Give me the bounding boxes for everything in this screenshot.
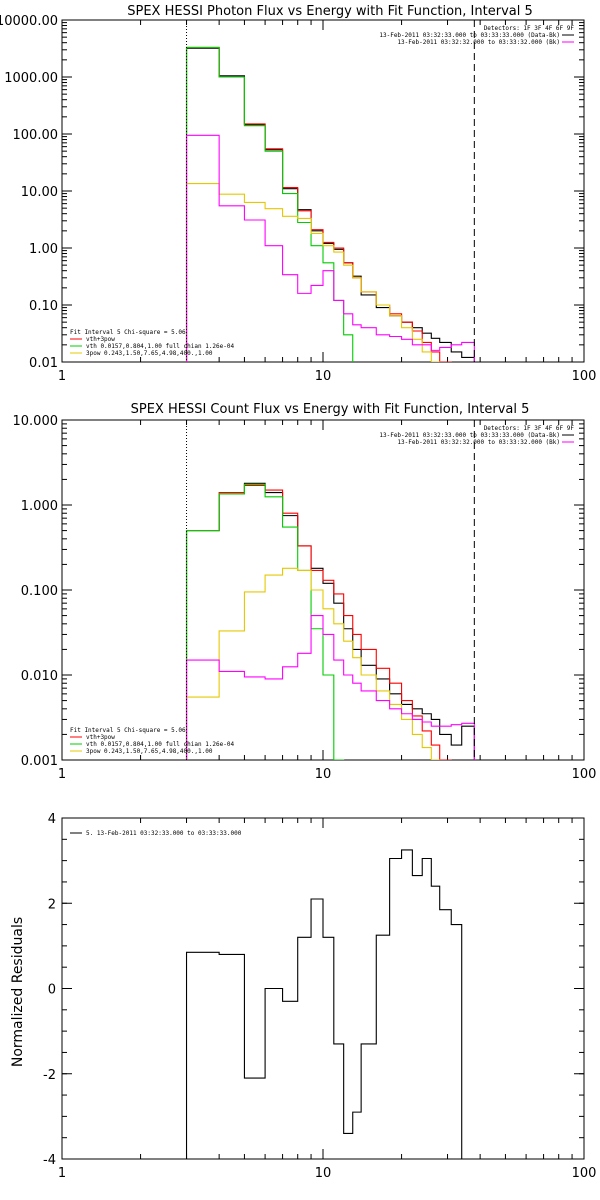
series-line-3 — [185, 567, 441, 760]
y-tick-label: 10000.00 — [0, 14, 58, 29]
plot-frame — [61, 817, 585, 1160]
y-tick-label: 1000.00 — [4, 71, 58, 86]
legend-top-entry: 13-Feb-2011 03:32:32.000 to 03:33:32.000… — [397, 39, 560, 46]
series-line-4 — [185, 134, 475, 362]
legend-bottom-entry: vth+3pow — [86, 734, 115, 741]
legend-bottom-entry: 3pow 0.243,1.50,7.65,4.98,400.,1.00 — [86, 350, 213, 357]
series-line-2 — [185, 46, 354, 362]
series-group — [185, 46, 475, 362]
photon-flux-panel: SPEX HESSI Photon Flux vs Energy with Fi… — [0, 4, 596, 384]
y-tick-label: 0.10 — [29, 299, 58, 314]
x-tick-label: 10 — [315, 767, 332, 782]
y-tick-label: 1.000 — [21, 499, 58, 514]
legend-bottom-title: Fit Interval 5 Chi-square = 5.06 — [70, 727, 186, 734]
series-line-0 — [185, 482, 475, 760]
residuals-panel: Normalized Residuals 1 10 100 -4 -2 0 2 4 5. 13-… — [10, 812, 596, 1181]
y-tick-label: 10.00 — [21, 185, 58, 200]
residuals-ylabel: Normalized Residuals — [10, 917, 26, 1067]
legend-top-title: Detectors: 1F 3F 4F 6F 9F — [484, 425, 575, 432]
y-tick-label: 0 — [48, 983, 56, 998]
y-tick-label: 2 — [48, 897, 56, 912]
series-group — [185, 849, 463, 1159]
y-tick-label: 1.00 — [29, 242, 58, 257]
series-line-0 — [185, 849, 463, 1159]
x-tick-label: 100 — [572, 767, 597, 782]
series-line-4 — [185, 615, 475, 760]
series-line-2 — [185, 483, 345, 760]
count-flux-title: SPEX HESSI Count Flux vs Energy with Fit… — [131, 402, 530, 417]
x-tick-label: 1 — [58, 767, 66, 782]
x-tick-label: 10 — [315, 369, 332, 384]
legend-top-title: Detectors: 1F 3F 4F 6F 9F — [484, 25, 575, 32]
x-tick-label: 1 — [58, 369, 66, 384]
y-tick-label: 0.010 — [21, 669, 58, 684]
legend-top-entry: 13-Feb-2011 03:32:33.000 to 03:33:33.000… — [379, 32, 560, 39]
legend-bottom-entry: vth 0.0157,0.804,1.00 full chian 1.26e-0… — [86, 343, 234, 350]
y-tick-label: -4 — [43, 1153, 56, 1168]
x-tick-label: 100 — [572, 369, 597, 384]
series-group — [185, 482, 475, 760]
series-line-1 — [185, 484, 452, 760]
series-line-1 — [185, 46, 452, 362]
legend-bottom-entry: 3pow 0.243,1.50,7.65,4.98,400.,1.00 — [86, 748, 213, 755]
y-tick-label: 100.00 — [13, 128, 59, 143]
series-line-3 — [185, 183, 441, 362]
photon-flux-title: SPEX HESSI Photon Flux vs Energy with Fi… — [127, 4, 533, 19]
x-tick-label: 100 — [572, 1166, 597, 1181]
legend-bottom-entry: vth 0.0157,0.804,1.00 full chian 1.26e-0… — [86, 741, 234, 748]
legend-top-entry: 13-Feb-2011 03:32:33.000 to 03:33:33.000… — [379, 432, 560, 439]
series-line-0 — [185, 47, 475, 362]
count-flux-panel: SPEX HESSI Count Flux vs Energy with Fit… — [13, 402, 597, 782]
y-tick-label: -2 — [43, 1068, 56, 1083]
y-tick-label: 4 — [48, 812, 56, 827]
y-tick-label: 0.001 — [21, 754, 58, 769]
legend-bottom-entry: vth+3pow — [86, 336, 115, 343]
plot-frame — [61, 19, 585, 363]
x-tick-label: 10 — [315, 1166, 332, 1181]
y-tick-label: 10.000 — [13, 414, 59, 429]
x-tick-label: 1 — [58, 1166, 66, 1181]
legend-top-entry: 13-Feb-2011 03:32:32.000 to 03:33:32.000… — [397, 439, 560, 446]
legend-bottom-title: Fit Interval 5 Chi-square = 5.06 — [70, 329, 186, 336]
y-tick-label: 0.100 — [21, 584, 58, 599]
legend-entry: 5. 13-Feb-2011 03:32:33.000 to 03:33:33.… — [86, 830, 242, 837]
y-tick-label: 0.01 — [29, 356, 58, 371]
